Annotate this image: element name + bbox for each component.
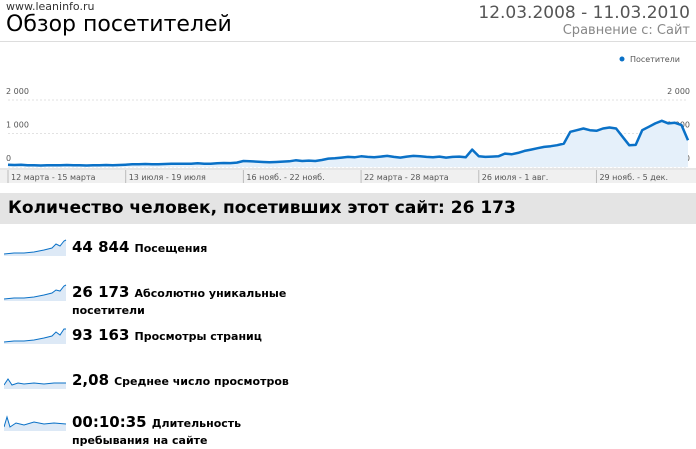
x-tick-label: 29 нояб. - 5 дек.	[599, 173, 668, 182]
divider	[0, 41, 696, 42]
sparkline-area	[4, 379, 66, 389]
area	[8, 120, 688, 167]
legend-label: Посетители	[630, 55, 680, 64]
sparkline	[4, 378, 66, 389]
sparkline-area	[4, 240, 66, 256]
y-tick-label: 2 000	[6, 87, 29, 96]
sparkline	[4, 284, 67, 301]
sparkline-line	[4, 378, 66, 386]
legend-marker	[619, 56, 625, 62]
metric-value[interactable]: 93 163	[72, 326, 130, 344]
x-tick-label: 26 июля - 1 авг.	[482, 173, 549, 182]
comparison[interactable]: Сравнение с: Сайт	[562, 23, 690, 38]
metric-label: Посещения	[134, 242, 208, 255]
y-tick-label-right: 2 000	[667, 87, 690, 96]
metric-value[interactable]: 26 173	[72, 283, 130, 301]
x-tick-label: 13 июля - 19 июля	[129, 173, 206, 182]
x-tick-label: 22 марта - 28 марта	[364, 173, 449, 182]
metric-label: Среднее число просмотров	[114, 375, 289, 388]
sparkline	[4, 239, 67, 256]
sparkline-area	[4, 417, 66, 431]
y-tick-label: 1 000	[6, 121, 29, 130]
metric-label: Длительность пребывания на сайте	[72, 417, 242, 447]
metric-value[interactable]: 00:10:35	[72, 413, 147, 431]
sparkline	[4, 415, 67, 431]
line	[7, 119, 690, 167]
metric: 44 844 Посещения	[72, 239, 312, 256]
sparkline-line	[4, 239, 67, 255]
metric-value[interactable]: 2,08	[72, 371, 110, 389]
metric-value[interactable]: 44 844	[72, 238, 130, 256]
site: www.leaninfo.ru	[6, 0, 95, 13]
metric: 00:10:35 Длительность пребывания на сайт…	[72, 414, 312, 448]
x-axis-band	[0, 170, 696, 183]
sparkline-line	[4, 415, 67, 428]
metric: 2,08 Среднее число просмотров	[72, 372, 312, 389]
metric: 93 163 Просмотры страниц	[72, 327, 312, 344]
sparkline-line	[4, 328, 66, 343]
x-tick-label: 16 нояб. - 22 нояб.	[246, 173, 324, 182]
sparkline-area	[4, 285, 66, 301]
sparkline-line	[4, 284, 67, 300]
summary-title: Количество человек, посетивших этот сайт…	[0, 193, 696, 224]
metric-label: Просмотры страниц	[134, 330, 262, 343]
metric-label: Абсолютно уникальные посетители	[72, 287, 287, 317]
x-tick-label: 12 марта - 15 марта	[11, 173, 96, 182]
date-range[interactable]: 12.03.2008 - 11.03.2010	[478, 3, 690, 23]
y-tick-label: 0	[6, 154, 11, 163]
page-title: Обзор посетителей	[6, 12, 232, 37]
metric: 26 173 Абсолютно уникальные посетители	[72, 284, 312, 318]
sparkline	[4, 328, 66, 344]
sparkline-area	[4, 329, 66, 344]
